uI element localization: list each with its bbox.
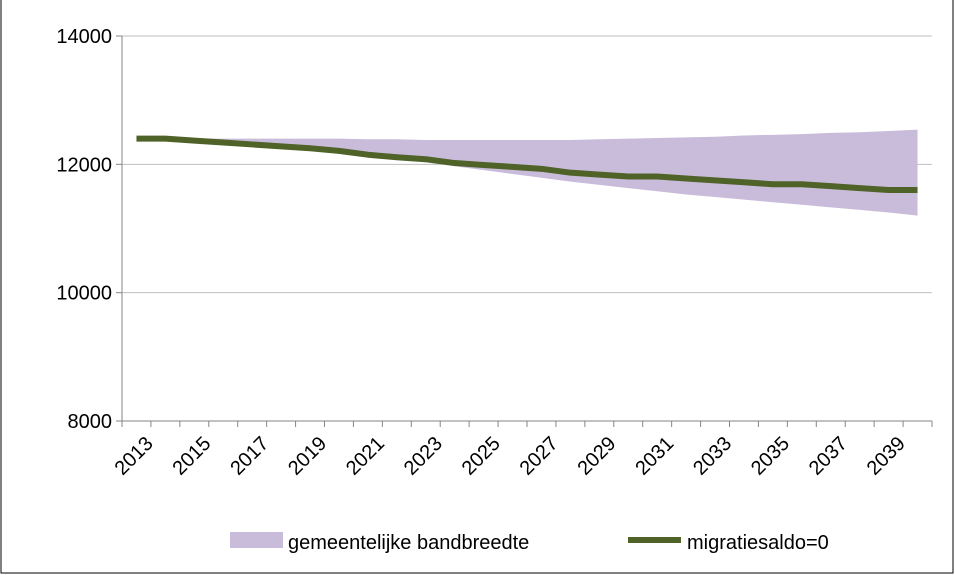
legend-label-line: migratiesaldo=0 <box>687 532 829 554</box>
legend: gemeentelijke bandbreedte migratiesaldo=… <box>230 532 829 554</box>
series-line-migratiesaldo <box>136 135 918 193</box>
legend-label-band: gemeentelijke bandbreedte <box>288 532 529 554</box>
y-tick-label: 10000 <box>56 283 112 305</box>
band-area-gemeentelijke-bandbreedte <box>136 129 918 216</box>
y-tick-label: 14000 <box>56 26 112 48</box>
plot-area <box>136 129 918 216</box>
y-tick-label: 8000 <box>68 411 113 433</box>
y-tick-labels: 8000 10000 12000 14000 <box>56 26 122 433</box>
legend-swatch-band <box>230 532 283 548</box>
y-tick-label: 12000 <box>56 154 112 176</box>
